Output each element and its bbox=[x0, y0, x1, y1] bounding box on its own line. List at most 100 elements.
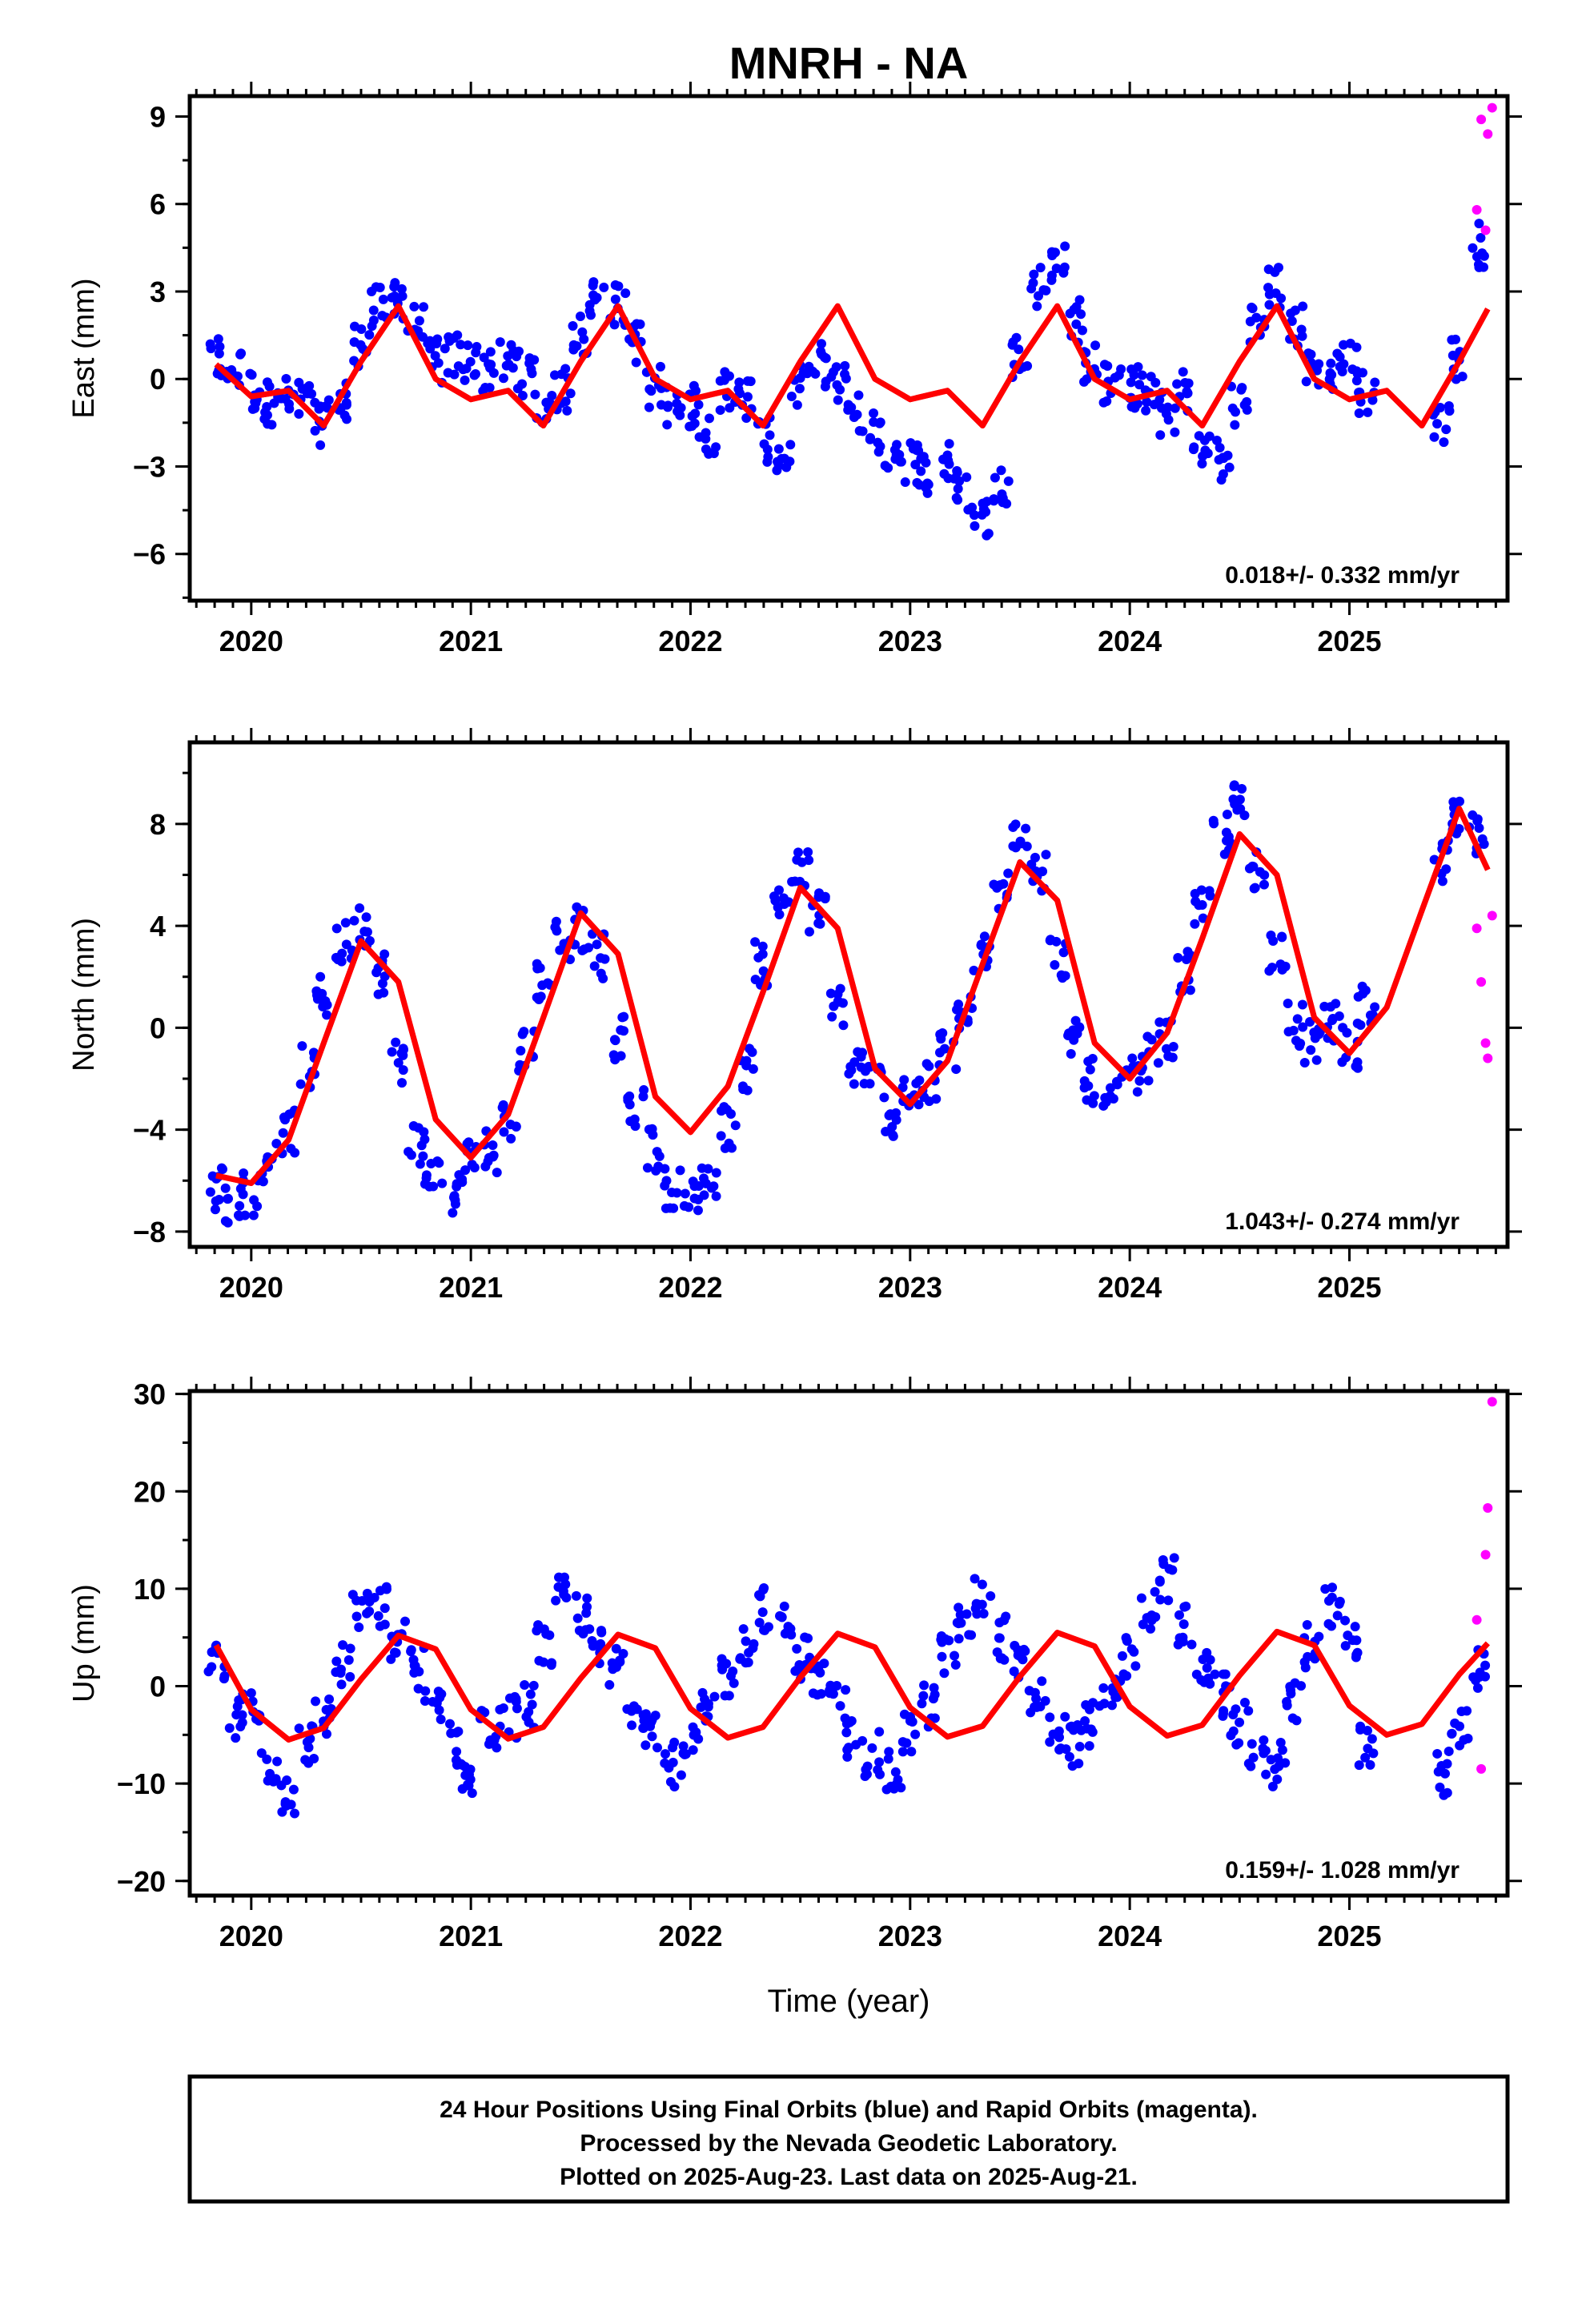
north-final-point bbox=[355, 903, 365, 913]
up-final-point bbox=[1327, 1621, 1337, 1631]
east-final-point bbox=[841, 373, 851, 384]
up-rate-label: 0.159+/- 1.028 mm/yr bbox=[1225, 1857, 1460, 1884]
north-final-point bbox=[1235, 794, 1245, 805]
east-final-point bbox=[705, 413, 715, 424]
east-final-point bbox=[214, 348, 224, 359]
north-final-point bbox=[1295, 1039, 1306, 1049]
up-final-point bbox=[688, 1745, 698, 1755]
north-final-point bbox=[362, 927, 372, 937]
east-final-point bbox=[1363, 407, 1373, 417]
up-final-point bbox=[1202, 1647, 1212, 1658]
north-final-point bbox=[669, 1203, 679, 1213]
up-final-point bbox=[574, 1626, 584, 1636]
up-final-point bbox=[1455, 1721, 1465, 1731]
up-final-point bbox=[825, 1688, 835, 1699]
east-final-point bbox=[1076, 309, 1086, 320]
north-final-point bbox=[1352, 1057, 1363, 1068]
up-final-point bbox=[919, 1680, 930, 1691]
up-final-point bbox=[453, 1727, 464, 1737]
up-final-point bbox=[1435, 1782, 1445, 1792]
up-final-point bbox=[939, 1668, 950, 1679]
up-final-point bbox=[874, 1757, 885, 1767]
north-final-point bbox=[954, 999, 964, 1010]
east-x-tick-label: 2022 bbox=[658, 625, 722, 657]
up-final-point bbox=[611, 1643, 621, 1654]
up-final-point bbox=[954, 1618, 964, 1629]
up-final-point bbox=[362, 1608, 372, 1618]
north-final-point bbox=[737, 1081, 748, 1092]
up-x-tick-label: 2024 bbox=[1098, 1920, 1162, 1952]
east-y-tick-label: −3 bbox=[133, 450, 166, 483]
east-final-point bbox=[213, 334, 223, 344]
up-final-point bbox=[373, 1610, 383, 1621]
up-final-point bbox=[1447, 1729, 1457, 1739]
north-final-point bbox=[1068, 1025, 1078, 1035]
north-final-point bbox=[793, 847, 803, 858]
north-final-point bbox=[511, 1121, 521, 1132]
north-final-point bbox=[408, 1120, 419, 1131]
north-final-point bbox=[716, 1131, 726, 1141]
east-final-point bbox=[470, 368, 480, 379]
east-final-point bbox=[1090, 340, 1101, 351]
up-final-point bbox=[1150, 1586, 1160, 1597]
up-final-point bbox=[1335, 1596, 1345, 1606]
east-final-point bbox=[1141, 405, 1151, 416]
north-final-point bbox=[1259, 879, 1269, 890]
east-final-point bbox=[773, 444, 784, 454]
up-final-point bbox=[660, 1758, 670, 1768]
north-final-point bbox=[1237, 784, 1247, 794]
east-final-point bbox=[320, 401, 331, 412]
east-final-point bbox=[869, 416, 879, 427]
up-final-point bbox=[1287, 1713, 1298, 1723]
up-final-point bbox=[703, 1699, 713, 1709]
north-final-point bbox=[789, 876, 800, 887]
east-final-point bbox=[1479, 251, 1489, 261]
east-final-point bbox=[315, 440, 326, 450]
east-final-point bbox=[206, 344, 216, 354]
up-final-point bbox=[420, 1686, 431, 1696]
east-final-point bbox=[687, 411, 697, 421]
north-final-point bbox=[885, 1109, 896, 1120]
up-final-point bbox=[538, 1657, 548, 1667]
north-y-tick-label: 8 bbox=[150, 808, 166, 841]
north-final-point bbox=[888, 1131, 898, 1141]
north-final-point bbox=[860, 1066, 870, 1076]
east-final-point bbox=[419, 302, 429, 312]
north-final-point bbox=[1168, 1041, 1178, 1051]
up-final-point bbox=[899, 1709, 909, 1719]
east-final-point bbox=[853, 390, 864, 400]
north-final-point bbox=[1268, 936, 1279, 947]
north-final-point bbox=[820, 894, 830, 904]
up-final-point bbox=[724, 1691, 734, 1701]
east-final-point bbox=[1002, 499, 1012, 509]
up-final-point bbox=[1270, 1764, 1280, 1775]
east-final-point bbox=[524, 353, 535, 364]
north-final-point bbox=[774, 910, 785, 920]
up-final-point bbox=[1218, 1711, 1228, 1721]
up-x-tick-label: 2021 bbox=[439, 1920, 503, 1952]
up-x-tick-label: 2025 bbox=[1317, 1920, 1381, 1952]
east-final-point bbox=[1214, 455, 1224, 465]
up-final-point bbox=[841, 1685, 851, 1695]
east-final-point bbox=[1263, 264, 1274, 275]
north-final-point bbox=[1173, 952, 1183, 963]
north-final-point bbox=[1337, 1057, 1347, 1068]
east-final-point bbox=[495, 337, 505, 348]
up-final-point bbox=[893, 1775, 903, 1785]
east-final-point bbox=[1335, 352, 1345, 362]
north-final-point bbox=[838, 1020, 849, 1031]
up-final-point bbox=[665, 1777, 676, 1787]
east-rapid-point bbox=[1476, 115, 1487, 125]
north-final-point bbox=[717, 1106, 727, 1116]
north-final-point bbox=[935, 1029, 946, 1039]
north-final-point bbox=[1255, 866, 1265, 877]
east-rapid-point bbox=[1483, 129, 1493, 139]
up-final-point bbox=[300, 1755, 311, 1765]
east-final-point bbox=[1142, 397, 1152, 408]
east-final-point bbox=[610, 294, 620, 304]
up-final-point bbox=[937, 1651, 947, 1662]
east-final-point bbox=[463, 340, 473, 351]
up-final-point bbox=[874, 1727, 885, 1737]
north-final-point bbox=[589, 961, 600, 971]
north-final-point bbox=[827, 1011, 837, 1022]
